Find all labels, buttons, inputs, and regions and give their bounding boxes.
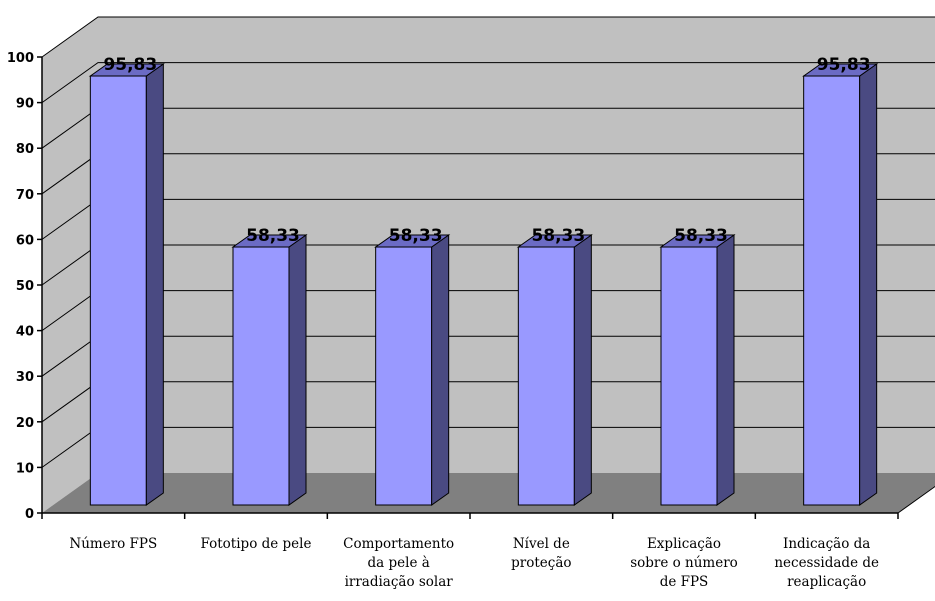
bar-top [802, 63, 879, 77]
category-label: Número FPS [69, 536, 157, 552]
bar [88, 63, 165, 506]
category-label-line: Explicação [647, 536, 721, 552]
category-label-line: Nível de [513, 536, 570, 552]
y-tick-label: 60 [16, 233, 34, 248]
floor-edge [897, 485, 935, 514]
y-tick-label: 90 [16, 97, 34, 112]
category-label-line: da pele à [368, 555, 430, 571]
category-label: Nível de proteção [511, 536, 571, 571]
bar-front [375, 246, 433, 506]
bar [516, 234, 593, 506]
category-label-line: irradiação solar [345, 574, 454, 590]
bar [231, 234, 308, 506]
bar [374, 234, 451, 506]
bar-front [517, 246, 575, 506]
category-label-line: de FPS [660, 574, 709, 590]
category-label: Fototipo de pele [201, 536, 312, 552]
bar-top [516, 234, 593, 248]
category-labels: Número FPS Fototipo de pele Comportamento d… [69, 536, 879, 590]
category-label-line: Fototipo de pele [201, 536, 312, 552]
bar-top [659, 234, 736, 248]
data-label: 95,83 [817, 55, 871, 75]
bar [802, 63, 879, 506]
category-label: Indicação da necessidade de reaplicação [774, 536, 879, 590]
category-label: Explicação sobre o número de FPS [630, 536, 738, 590]
category-label-line: reaplicação [787, 574, 866, 590]
category-label-line: sobre o número [630, 555, 738, 571]
y-tick-label: 30 [16, 370, 34, 385]
bar-front [232, 246, 290, 506]
data-label: 58,33 [389, 226, 443, 246]
bar-front [89, 75, 147, 506]
bar-top [88, 63, 165, 77]
y-tick-label: 100 [7, 51, 34, 66]
bar-side [573, 234, 592, 506]
category-label-line: necessidade de [774, 555, 879, 571]
chart-background [42, 17, 935, 513]
axes: 0 10 20 30 40 50 60 70 80 90 100 [7, 51, 935, 522]
category-label-line: Comportamento [343, 536, 454, 552]
bar-side [716, 234, 735, 506]
gridline [41, 16, 935, 58]
category-label-line: proteção [511, 555, 571, 571]
y-tick-label: 20 [16, 416, 34, 431]
y-tick-label: 0 [25, 507, 34, 522]
bar-side [145, 63, 164, 506]
category-label: Comportamento da pele à irradiação solar [343, 536, 454, 590]
y-tick-label: 50 [16, 279, 34, 294]
bars [88, 63, 879, 506]
bar-top [374, 234, 451, 248]
bar-front [803, 75, 861, 506]
y-tick-label: 80 [16, 142, 34, 157]
category-label-line: Número FPS [69, 536, 157, 552]
data-label: 58,33 [674, 226, 728, 246]
y-tick-label: 40 [16, 325, 34, 340]
data-labels: 95,83 58,33 58,33 58,33 58,33 95,83 [103, 55, 870, 246]
data-label: 95,83 [103, 55, 157, 75]
gridline [41, 62, 935, 104]
data-label: 58,33 [531, 226, 585, 246]
bar [659, 234, 736, 506]
floor [42, 473, 935, 513]
bar-side [859, 63, 878, 506]
bar-side [431, 234, 450, 506]
category-label-line: Indicação da [783, 536, 870, 552]
bar-side [288, 234, 307, 506]
y-tick-label: 70 [16, 188, 34, 203]
data-label: 58,33 [246, 226, 300, 246]
y-tick-label: 10 [16, 461, 34, 476]
bar-top [231, 234, 308, 248]
bar-front [660, 246, 718, 506]
